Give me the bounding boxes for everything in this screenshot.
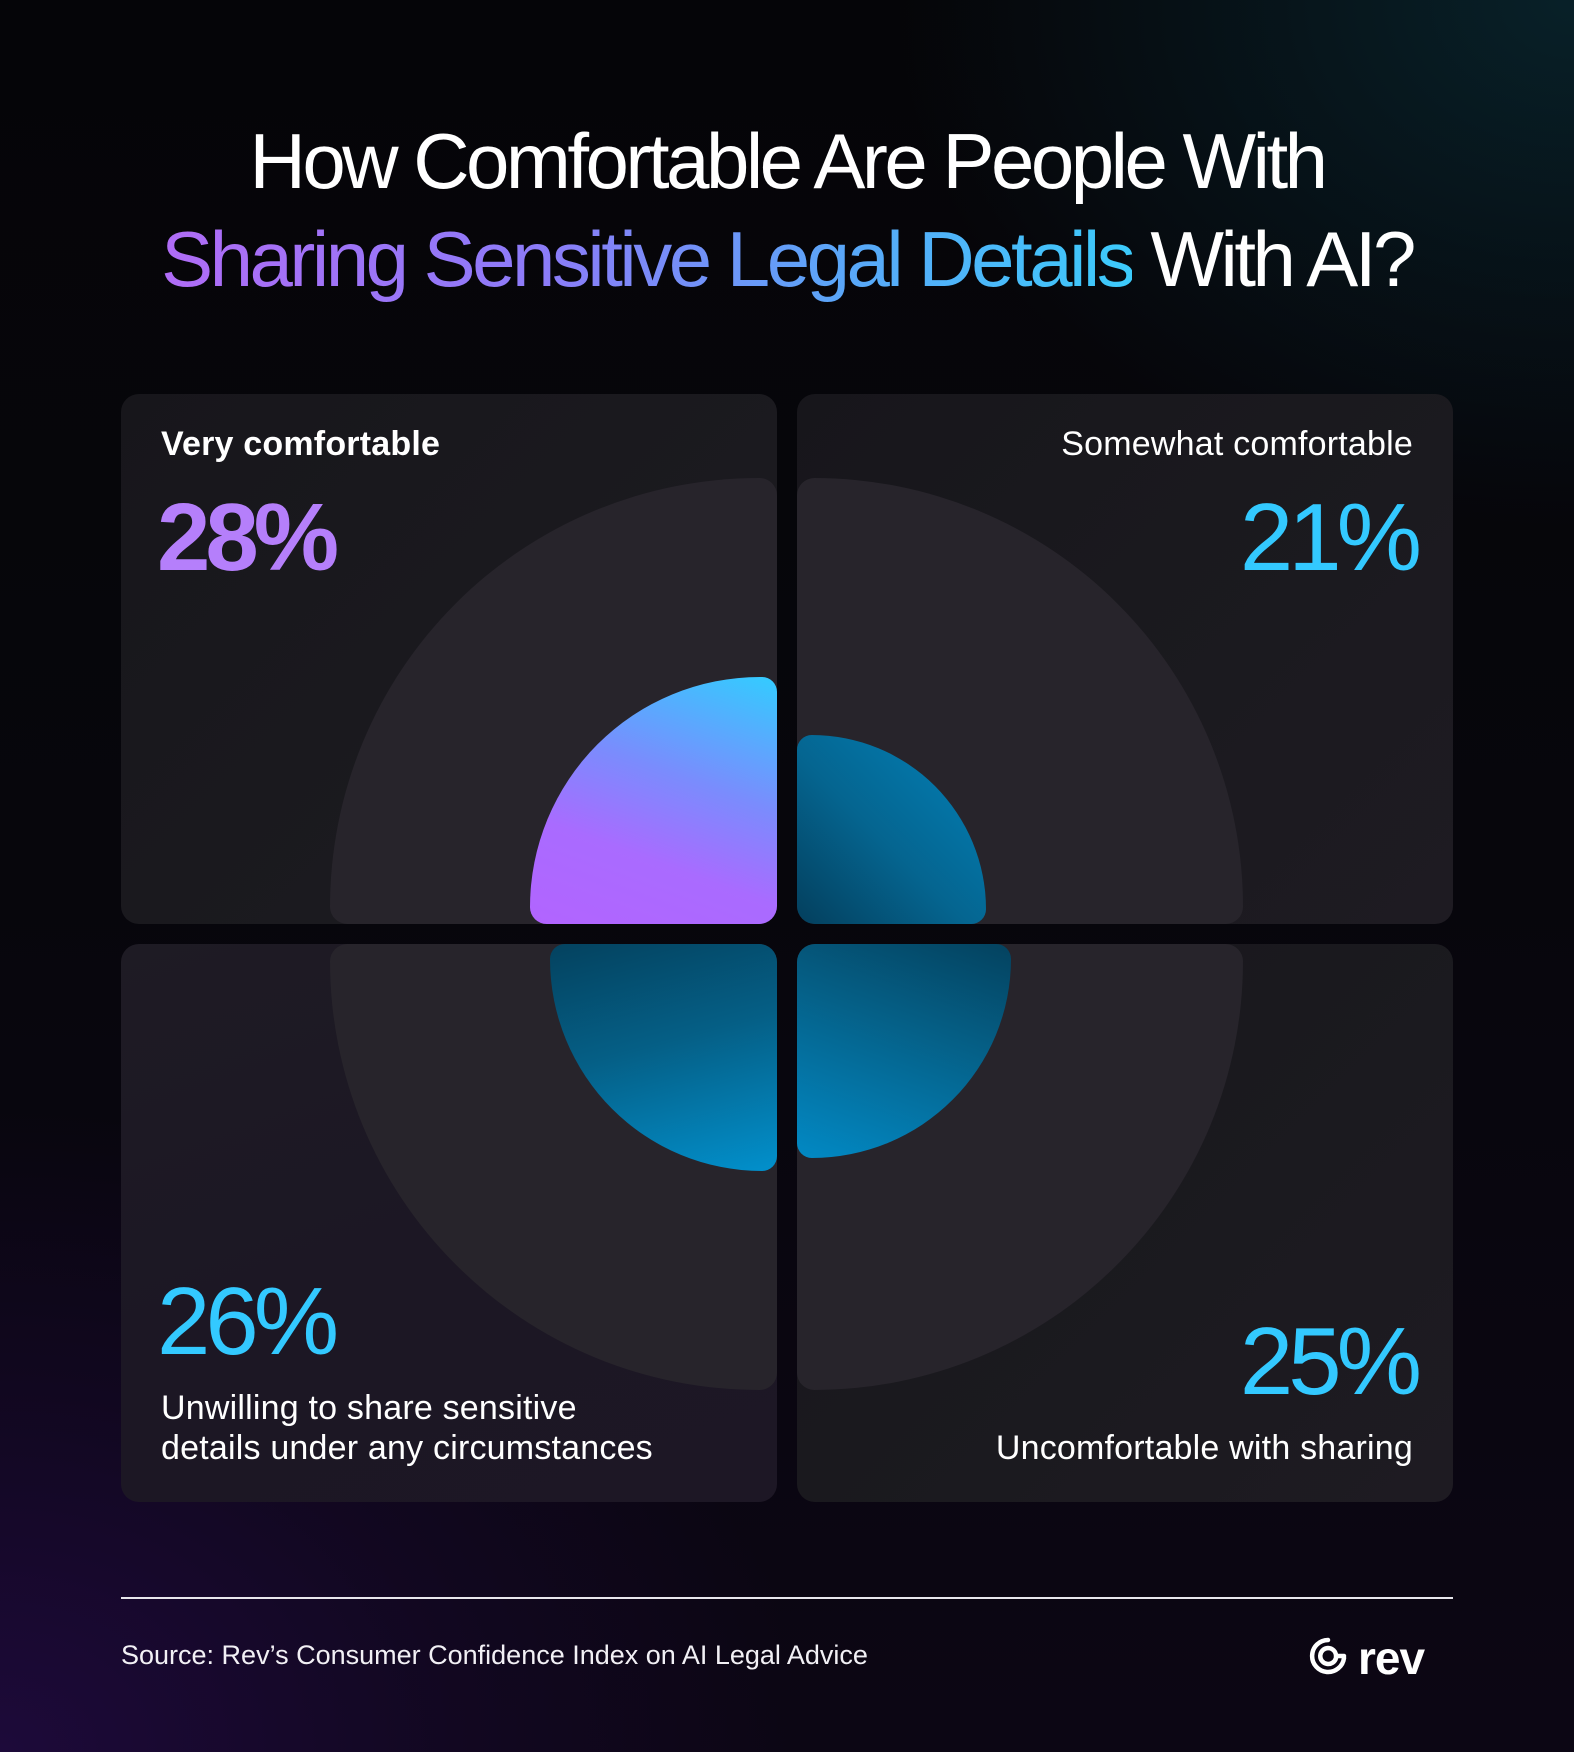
label-unwilling-line-2: details under any circumstances <box>161 1429 653 1467</box>
quadrant-uncomfortable: 25% Uncomfortable with sharing <box>797 944 1453 1502</box>
rev-logo: rev <box>1308 1632 1425 1684</box>
quadrant-very-comfortable: Very comfortable 28% <box>121 394 777 924</box>
label-uncomfortable: Uncomfortable with sharing <box>995 1429 1413 1467</box>
value-somewhat-comfortable: 21% <box>1239 484 1422 591</box>
title-line-2-rest: With AI? <box>1132 215 1416 303</box>
quadrant-somewhat-comfortable: Somewhat comfortable 21% <box>797 394 1453 924</box>
rev-swirl-icon <box>1308 1636 1348 1681</box>
rev-wordmark: rev <box>1358 1632 1425 1684</box>
title-line-2: Sharing Sensitive Legal Details With AI? <box>0 210 1574 308</box>
source-note: Source: Rev’s Consumer Confidence Index … <box>121 1640 868 1670</box>
label-somewhat-comfortable: Somewhat comfortable <box>1061 425 1413 463</box>
page-title: How Comfortable Are People With Sharing … <box>0 112 1574 308</box>
quadrant-unwilling: 26% Unwilling to share sensitive details… <box>121 944 777 1502</box>
footer-divider <box>121 1597 1453 1599</box>
label-very-comfortable: Very comfortable <box>161 425 441 463</box>
title-highlight: Sharing Sensitive Legal Details <box>161 215 1136 303</box>
value-uncomfortable: 25% <box>1239 1308 1422 1415</box>
value-unwilling: 26% <box>157 1268 339 1375</box>
title-line-1: How Comfortable Are People With <box>249 117 1328 205</box>
label-unwilling-line-1: Unwilling to share sensitive <box>161 1389 577 1427</box>
value-very-comfortable: 28% <box>157 484 339 591</box>
